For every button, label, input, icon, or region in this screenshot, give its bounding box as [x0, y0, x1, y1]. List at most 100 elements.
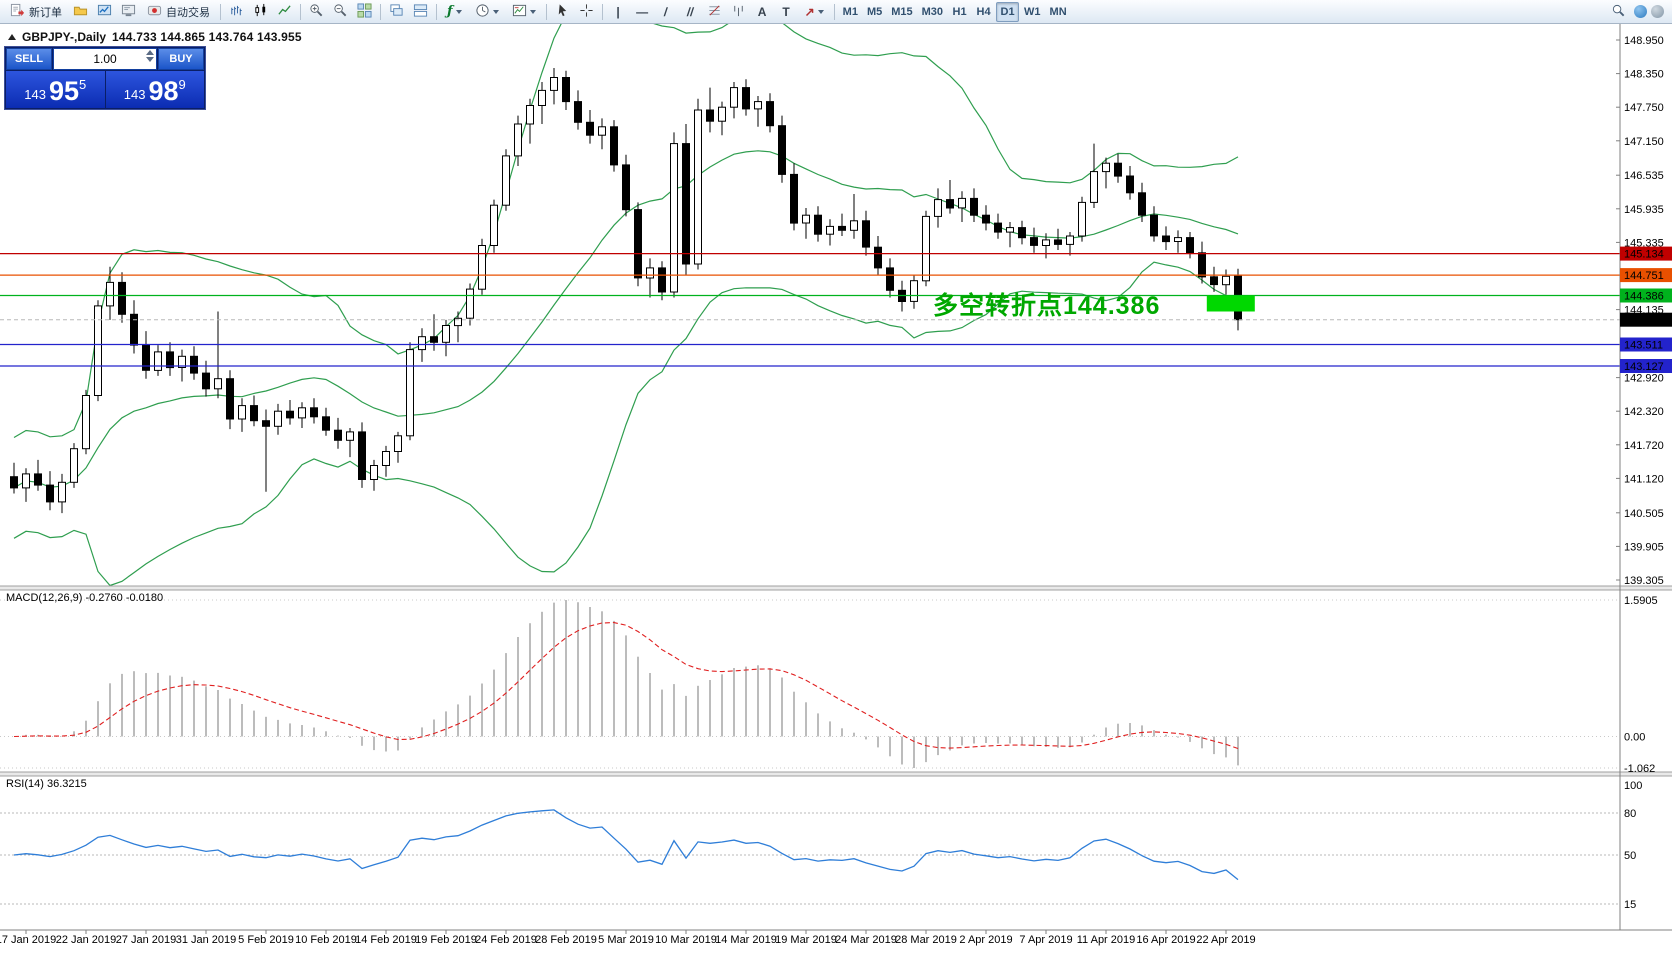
volume-value: 1.00 — [93, 52, 117, 66]
svg-text:28 Mar 2019: 28 Mar 2019 — [895, 934, 957, 946]
templates-button[interactable] — [506, 2, 542, 22]
svg-text:148.350: 148.350 — [1624, 69, 1664, 81]
panel-splitters[interactable] — [0, 585, 1672, 777]
svg-text:143.127: 143.127 — [1624, 361, 1664, 373]
tile-windows-button[interactable] — [353, 2, 376, 22]
vertical-line-button[interactable]: | — [607, 2, 630, 22]
template-icon — [512, 3, 527, 21]
svg-text:142.320: 142.320 — [1624, 406, 1664, 418]
channel-icon: // — [685, 4, 695, 19]
toolbar-separator — [220, 3, 221, 20]
svg-text:141.120: 141.120 — [1624, 473, 1664, 485]
svg-text:145.335: 145.335 — [1624, 237, 1664, 249]
new-order-button[interactable]: 新订单 — [4, 2, 68, 22]
svg-text:1.5905: 1.5905 — [1624, 595, 1658, 607]
indicators-icon: ƒ — [447, 4, 453, 19]
profiles-button[interactable] — [69, 2, 92, 22]
chart-ohlc-values: 144.733 144.865 143.764 143.955 — [112, 30, 302, 44]
sell-button[interactable]: SELL — [6, 48, 52, 70]
svg-text:147.750: 147.750 — [1624, 102, 1664, 114]
toolbar-separator — [436, 3, 437, 20]
svg-text:148.950: 148.950 — [1624, 35, 1664, 47]
horizontal-line-icon: — — [636, 4, 649, 19]
timeframe-mn-button[interactable]: MN — [1046, 2, 1071, 22]
timeframe-d1-button[interactable]: D1 — [996, 1, 1020, 22]
zoom-out-button[interactable] — [329, 2, 352, 22]
volume-spinner[interactable] — [146, 50, 154, 62]
timeframe-h1-button[interactable]: H1 — [948, 2, 971, 22]
text-button[interactable]: A — [751, 2, 774, 22]
toolbar-separator — [300, 3, 301, 20]
chart-symbol-period: GBPJPY-,Daily — [22, 30, 107, 44]
indicators-button[interactable]: ƒ — [441, 2, 468, 22]
svg-text:15: 15 — [1624, 899, 1636, 911]
periods-button[interactable] — [469, 2, 505, 22]
line-chart-button[interactable] — [273, 2, 296, 22]
bar-chart-button[interactable] — [225, 2, 248, 22]
price-chart-canvas[interactable]: 148.950 148.350 147.750 147.150 146.535 145.9… — [0, 24, 1672, 953]
tile-windows-icon — [357, 2, 372, 21]
sell-price[interactable]: 143 95 5 — [6, 71, 105, 108]
clock-icon — [475, 3, 490, 21]
candlestick-chart-button[interactable] — [249, 2, 272, 22]
market-watch-button[interactable] — [93, 2, 116, 22]
timeframe-m1-button[interactable]: M1 — [839, 2, 862, 22]
arrows-button[interactable]: ↗ — [799, 2, 830, 22]
volume-input[interactable]: 1.00 — [53, 48, 157, 70]
sell-price-big: 95 — [48, 76, 79, 106]
candles-layer — [10, 68, 1242, 514]
svg-text:24 Mar 2019: 24 Mar 2019 — [835, 934, 897, 946]
terminal-button[interactable] — [117, 2, 140, 22]
timeframe-m5-button[interactable]: M5 — [863, 2, 886, 22]
svg-text:17 Jan 2019: 17 Jan 2019 — [0, 934, 56, 946]
trendline-button[interactable]: / — [655, 2, 678, 22]
market-watch-icon — [97, 3, 112, 21]
volume-down-icon[interactable] — [146, 57, 154, 62]
svg-text:19 Mar 2019: 19 Mar 2019 — [775, 934, 837, 946]
fibonacci-button[interactable] — [703, 2, 726, 22]
cascade-windows-icon — [389, 3, 404, 21]
rsi-label: RSI(14) 36.3215 — [6, 778, 87, 790]
cascade-windows-button[interactable] — [385, 2, 408, 22]
vertical-line-icon: | — [616, 4, 620, 19]
pitchfork-button[interactable] — [727, 2, 750, 22]
timeframe-h4-button[interactable]: H4 — [972, 2, 995, 22]
channel-button[interactable]: // — [679, 2, 702, 22]
highlight-box[interactable] — [1206, 295, 1255, 312]
zoom-in-icon — [309, 3, 324, 21]
buy-price[interactable]: 143 98 9 — [105, 71, 204, 108]
svg-text:16 Apr 2019: 16 Apr 2019 — [1136, 934, 1195, 946]
svg-text:0.00: 0.00 — [1624, 732, 1645, 744]
zoom-in-button[interactable] — [305, 2, 328, 22]
time-axis[interactable]: 17 Jan 2019 22 Jan 2019 27 Jan 2019 31 Jan … — [0, 929, 1672, 946]
arrange-windows-button[interactable] — [409, 2, 432, 22]
svg-text:14 Mar 2019: 14 Mar 2019 — [715, 934, 777, 946]
text-label-button[interactable]: T — [775, 2, 798, 22]
toolbar-separator — [545, 3, 547, 20]
crosshair-button[interactable] — [575, 2, 598, 22]
community-icon[interactable] — [1634, 5, 1647, 18]
help-icon[interactable] — [1651, 5, 1664, 18]
text-label-icon: T — [782, 4, 790, 19]
horizontal-line-button[interactable]: — — [631, 2, 654, 22]
fibonacci-icon — [707, 3, 722, 21]
autotrading-button[interactable]: 自动交易 — [141, 2, 216, 22]
svg-text:10 Mar 2019: 10 Mar 2019 — [655, 934, 717, 946]
price-axis[interactable]: 148.950 148.350 147.750 147.150 146.535 145.9… — [1616, 24, 1672, 930]
svg-text:144.386: 144.386 — [1624, 291, 1664, 303]
autotrading-icon — [147, 3, 162, 21]
svg-text:28 Feb 2019: 28 Feb 2019 — [535, 934, 597, 946]
buy-price-big: 98 — [148, 76, 179, 106]
pitchfork-icon — [731, 3, 746, 21]
timeframe-w1-button[interactable]: W1 — [1020, 2, 1045, 22]
cursor-button[interactable] — [551, 2, 574, 22]
search-button[interactable] — [1607, 2, 1630, 22]
timeframe-m30-button[interactable]: M30 — [918, 2, 947, 22]
bar-chart-icon — [229, 3, 244, 21]
svg-text:5 Mar 2019: 5 Mar 2019 — [598, 934, 654, 946]
svg-text:7 Apr 2019: 7 Apr 2019 — [1019, 934, 1072, 946]
buy-button[interactable]: BUY — [158, 48, 204, 70]
one-click-toggle-icon[interactable] — [8, 34, 16, 40]
volume-up-icon[interactable] — [146, 50, 154, 55]
timeframe-m15-button[interactable]: M15 — [887, 2, 916, 22]
